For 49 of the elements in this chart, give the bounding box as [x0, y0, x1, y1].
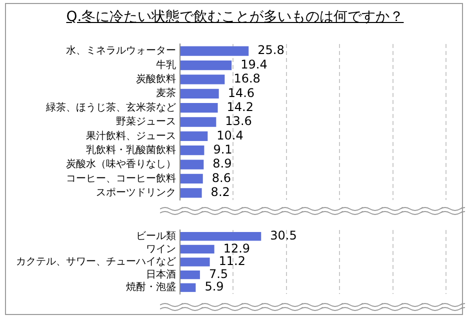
- chart-title: Q.冬に冷たい状態で飲むことが多いものは何ですか？: [66, 9, 404, 25]
- bar: [180, 160, 204, 170]
- data-label: 13.6: [225, 114, 252, 128]
- y-tick-label: 日本酒: [146, 268, 176, 280]
- bar: [180, 232, 262, 241]
- data-label: 10.4: [216, 128, 244, 142]
- data-label: 12.9: [223, 241, 250, 256]
- data-label: 19.4: [240, 57, 268, 72]
- bar: [180, 117, 216, 127]
- data-label: 8.2: [210, 185, 230, 200]
- y-tick-label: 水、ミネラルウォーター: [66, 44, 176, 57]
- y-tick-label: 果汁飲料、ジュース: [86, 130, 176, 142]
- bar: [180, 258, 210, 266]
- y-tick-label: ワイン: [146, 244, 176, 255]
- y-tick-label: スポーツドリンク: [96, 188, 176, 199]
- y-tick-label: 炭酸水（味や香りなし）: [66, 158, 176, 170]
- y-tick-label: 乳飲料・乳酸菌飲料: [86, 144, 176, 156]
- bar: [180, 74, 225, 84]
- data-label: 9.1: [213, 142, 232, 156]
- data-label: 11.2: [218, 254, 246, 268]
- y-tick-label: 麦茶: [156, 87, 176, 100]
- bar: [180, 283, 196, 292]
- bar: [180, 131, 208, 142]
- data-label: 14.2: [226, 100, 254, 114]
- data-label: 8.6: [212, 170, 231, 185]
- bar: [180, 174, 203, 184]
- y-tick-label: 緑茶、ほうじ茶、玄米茶など: [45, 101, 176, 114]
- data-label: 8.9: [212, 156, 232, 171]
- data-label: 16.8: [234, 72, 260, 86]
- bar: [180, 188, 202, 198]
- bar: [180, 244, 214, 254]
- bar: [180, 270, 200, 280]
- y-tick-label: カクテル、サワー、チューハイなど: [16, 256, 176, 268]
- y-tick-label: 焼酎・泡盛: [126, 281, 176, 294]
- y-tick-label: 野菜ジュース: [116, 116, 176, 128]
- bar: [180, 60, 232, 70]
- data-label: 25.8: [258, 43, 284, 58]
- y-tick-label: 牛乳: [156, 58, 176, 71]
- data-label: 5.9: [204, 280, 224, 294]
- data-label: 30.5: [270, 228, 297, 243]
- y-tick-label: ビール類: [136, 230, 176, 242]
- data-label: 14.6: [228, 86, 255, 100]
- y-tick-label: コーヒー、コーヒー飲料: [66, 172, 176, 184]
- bar: [180, 102, 218, 113]
- bar: [180, 88, 219, 98]
- bar: [180, 146, 204, 156]
- data-label: 7.5: [208, 266, 228, 281]
- y-tick-label: 炭酸飲料: [136, 73, 176, 86]
- bar: [180, 46, 249, 56]
